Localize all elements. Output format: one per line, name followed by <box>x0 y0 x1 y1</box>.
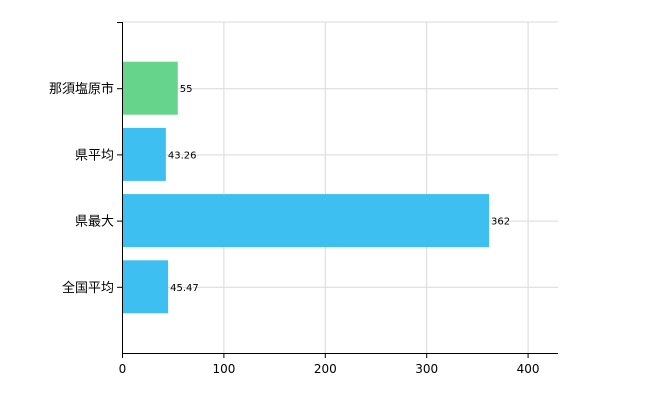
bar <box>122 260 169 314</box>
bar <box>122 127 166 181</box>
data-label: 362 <box>491 217 510 228</box>
x-tick-label: 100 <box>212 362 235 376</box>
bar <box>122 194 490 248</box>
labels: 0 100 200 300 400 55 那須塩原市 43.26 県平均 362 県最大 45.47 全… <box>49 81 540 376</box>
category-label: 県最大 <box>75 215 114 230</box>
bar <box>122 61 178 115</box>
data-label: 55 <box>180 84 193 95</box>
x-tick-label: 300 <box>415 362 438 376</box>
category-label: 全国平均 <box>62 280 114 296</box>
x-tick-label: 200 <box>314 362 337 376</box>
data-label: 45.47 <box>170 283 199 294</box>
x-tick-label: 400 <box>517 362 540 376</box>
category-label: 那須塩原市 <box>49 81 114 97</box>
category-label: 県平均 <box>75 148 114 163</box>
axes <box>117 22 558 358</box>
x-tick-label: 0 <box>119 362 127 376</box>
bars <box>122 61 490 314</box>
grid-lines <box>122 21 558 353</box>
data-label: 43.26 <box>168 150 197 161</box>
